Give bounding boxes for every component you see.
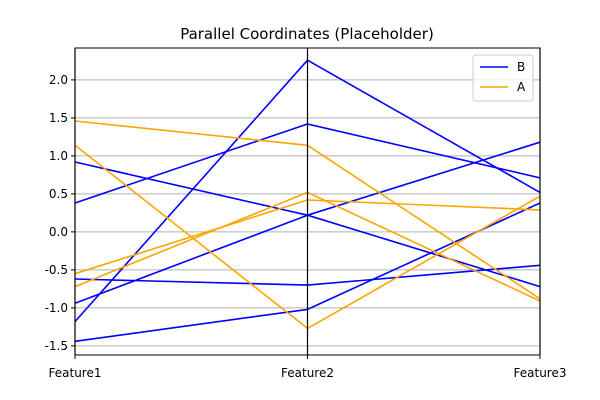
y-tick-label: -0.5 [45,263,68,277]
y-tick-label: 1.5 [49,111,68,125]
y-ticks: -1.5 -1.0 -0.5 0.0 0.5 1.0 1.5 2.0 [45,73,75,353]
y-tick-label: -1.5 [45,339,68,353]
legend: BA [472,54,534,102]
y-tick-label: 2.0 [49,73,68,87]
feature-axes [74,48,541,355]
x-tick-label: Feature3 [514,366,567,380]
x-tick-label: Feature2 [281,366,334,380]
y-tick-label: 0.0 [49,225,68,239]
x-tick-labels: Feature1 Feature2 Feature3 [49,355,567,380]
legend-label-b: B [517,60,525,74]
y-tick-label: -1.0 [45,301,68,315]
chart-title: Parallel Coordinates (Placeholder) [180,25,434,43]
legend-label-a: A [517,80,526,94]
y-tick-label: 0.5 [49,187,68,201]
x-tick-label: Feature1 [49,366,102,380]
y-tick-label: 1.0 [49,149,68,163]
